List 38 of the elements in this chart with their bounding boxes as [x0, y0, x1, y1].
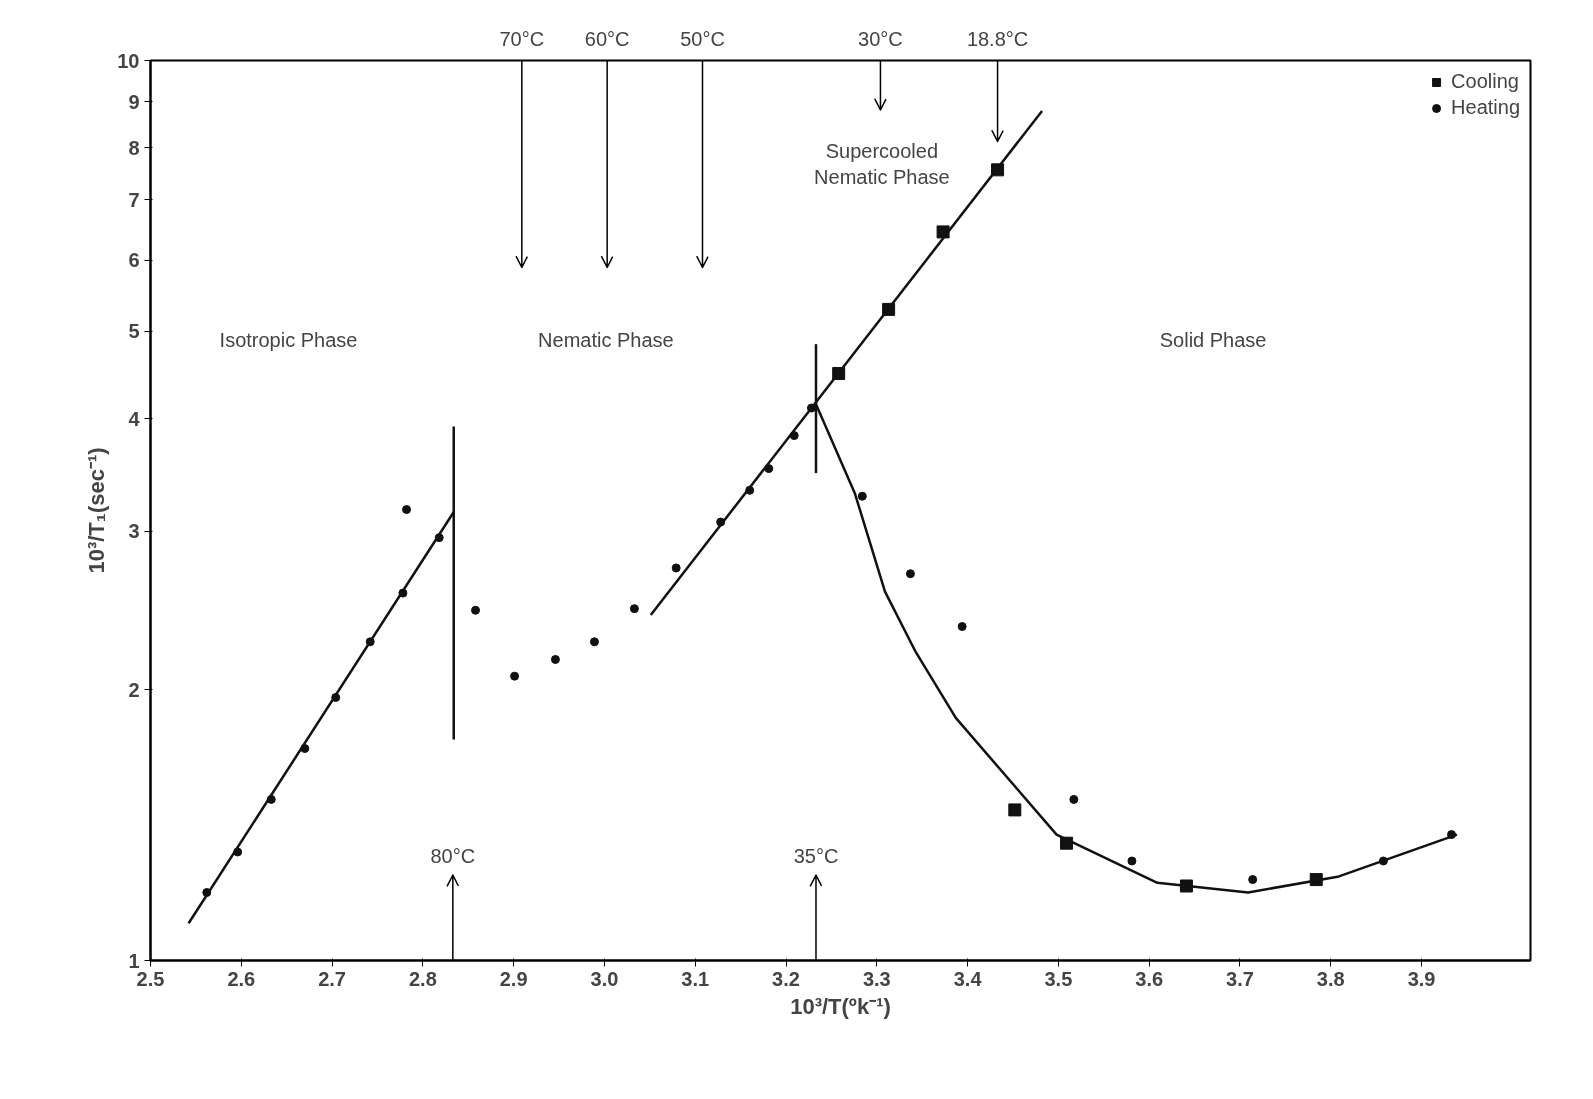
- ref-line-label: 60°C: [584, 27, 630, 50]
- x-tick-label: 3.2: [772, 967, 800, 990]
- ref-line-label: 30°C: [858, 27, 903, 50]
- ref-line-label: 35°C: [793, 845, 839, 867]
- x-tick-label: 3.5: [1044, 967, 1073, 990]
- x-tick-label: 3.4: [953, 967, 983, 990]
- x-tick-label: 3.9: [1407, 967, 1436, 990]
- x-axis-title: 10³/T(ºk⁻¹): [790, 993, 891, 1019]
- annotation: Isotropic Phase: [219, 328, 358, 351]
- x-tick-label: 3.1: [681, 967, 710, 990]
- y-tick-label: 5: [128, 320, 140, 343]
- x-tick-label: 3.7: [1226, 967, 1254, 990]
- annotation: Supercooled Nematic Phase: [814, 139, 950, 189]
- y-tick-label: 4: [128, 407, 141, 430]
- y-tick-label: 7: [128, 188, 140, 211]
- y-tick-label: 8: [128, 136, 140, 159]
- x-tick-label: 2.9: [499, 967, 528, 990]
- y-axis-title: 10³/T₁(sec⁻¹): [84, 447, 110, 574]
- ref-line-label: 70°C: [499, 27, 545, 50]
- x-tick-label: 2.8: [408, 967, 437, 990]
- ref-line-label: 80°C: [430, 845, 476, 867]
- ref-line-label: 18.8°C: [966, 27, 1029, 50]
- x-tick-label: 3.8: [1316, 967, 1345, 990]
- y-tick-label: 9: [128, 90, 140, 113]
- x-tick-label: 3.3: [862, 967, 891, 990]
- x-tick-label: 3.0: [590, 967, 619, 990]
- y-tick-label: 3: [128, 520, 140, 543]
- y-tick-label: 10: [117, 49, 140, 72]
- legend-label: Heating: [1451, 96, 1520, 119]
- x-tick-label: 2.7: [318, 967, 346, 990]
- ref-line-label: 50°C: [680, 27, 725, 50]
- y-tick-label: 2: [128, 678, 140, 701]
- y-tick-label: 6: [128, 249, 140, 272]
- x-tick-label: 3.6: [1135, 967, 1164, 990]
- annotation: Solid Phase: [1159, 328, 1267, 351]
- legend-label: Cooling: [1451, 70, 1519, 93]
- annotation: Nematic Phase: [538, 328, 674, 351]
- x-tick-label: 2.6: [227, 967, 256, 990]
